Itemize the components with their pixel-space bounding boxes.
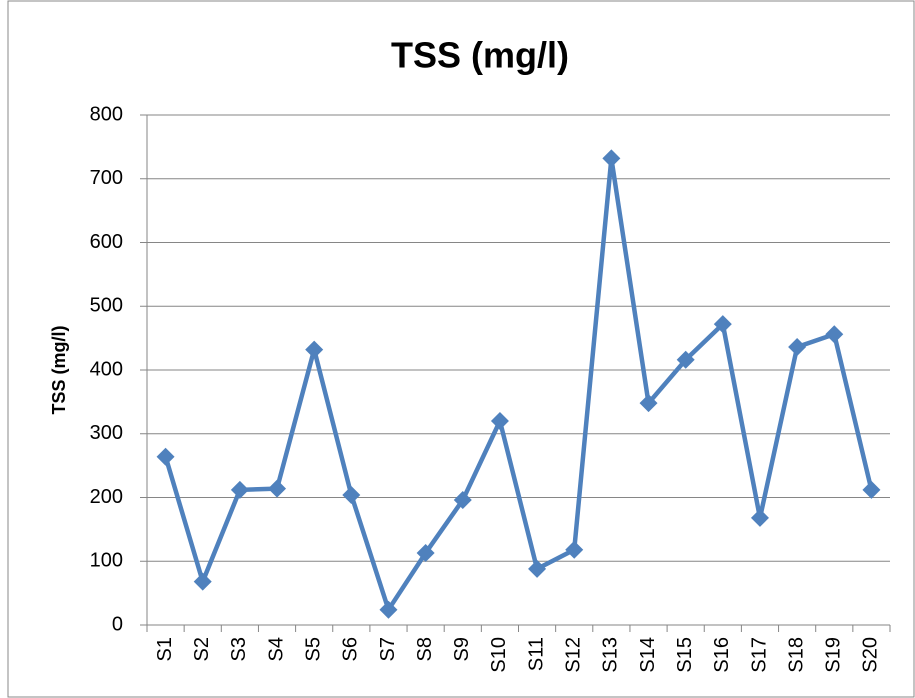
y-tick-label: 400 bbox=[90, 358, 123, 380]
x-tick-label: S3 bbox=[228, 637, 250, 661]
x-tick-label: S13 bbox=[600, 637, 622, 673]
x-tick-label: S6 bbox=[340, 637, 362, 661]
x-tick-label: S10 bbox=[488, 637, 510, 673]
x-tick-label: S14 bbox=[637, 637, 659, 673]
data-point bbox=[416, 543, 435, 562]
x-tick-label: S19 bbox=[823, 637, 845, 673]
x-tick-label: S17 bbox=[748, 637, 770, 673]
x-tick-label: S12 bbox=[563, 637, 585, 673]
y-tick-label: 0 bbox=[112, 613, 123, 635]
x-tick-label: S4 bbox=[265, 637, 287, 661]
x-tick-label: S18 bbox=[785, 637, 807, 673]
data-point bbox=[453, 491, 472, 510]
data-point bbox=[750, 508, 769, 527]
data-point bbox=[713, 315, 732, 334]
x-tick-label: S20 bbox=[860, 637, 882, 673]
y-tick-label: 300 bbox=[90, 422, 123, 444]
x-tick-label: S11 bbox=[525, 637, 547, 671]
y-tick-label: 800 bbox=[90, 103, 123, 125]
data-point bbox=[676, 350, 695, 369]
x-tick-label: S16 bbox=[711, 637, 733, 673]
y-tick-label: 600 bbox=[90, 231, 123, 253]
y-tick-label: 500 bbox=[90, 295, 123, 317]
data-point bbox=[825, 325, 844, 344]
chart-title: TSS (mg/l) bbox=[391, 35, 569, 76]
data-point bbox=[639, 394, 658, 413]
data-point bbox=[305, 340, 324, 359]
data-point bbox=[490, 412, 509, 430]
data-point bbox=[342, 485, 361, 504]
data-point bbox=[268, 479, 287, 498]
data-point bbox=[230, 480, 249, 499]
x-tick-label: S5 bbox=[302, 637, 324, 661]
data-point bbox=[565, 540, 584, 559]
data-point bbox=[156, 447, 175, 466]
data-point bbox=[862, 480, 881, 499]
x-tick-label: S1 bbox=[154, 637, 176, 661]
data-point bbox=[528, 559, 547, 578]
data-point bbox=[193, 572, 212, 591]
x-tick-label: S2 bbox=[191, 637, 213, 661]
y-tick-label: 100 bbox=[90, 550, 123, 572]
data-point bbox=[788, 338, 807, 357]
series-line bbox=[163, 156, 874, 612]
chart-frame bbox=[7, 0, 915, 698]
x-tick-label: S8 bbox=[414, 637, 436, 661]
y-axis-label: TSS (mg/l) bbox=[49, 325, 69, 414]
data-point bbox=[379, 600, 398, 619]
y-tick-label: 200 bbox=[90, 486, 123, 508]
x-tick-label: S15 bbox=[674, 637, 696, 673]
x-tick-label: S7 bbox=[377, 637, 399, 661]
x-tick-label: S9 bbox=[451, 637, 473, 661]
y-tick-label: 700 bbox=[90, 167, 123, 189]
data-point bbox=[602, 149, 621, 168]
